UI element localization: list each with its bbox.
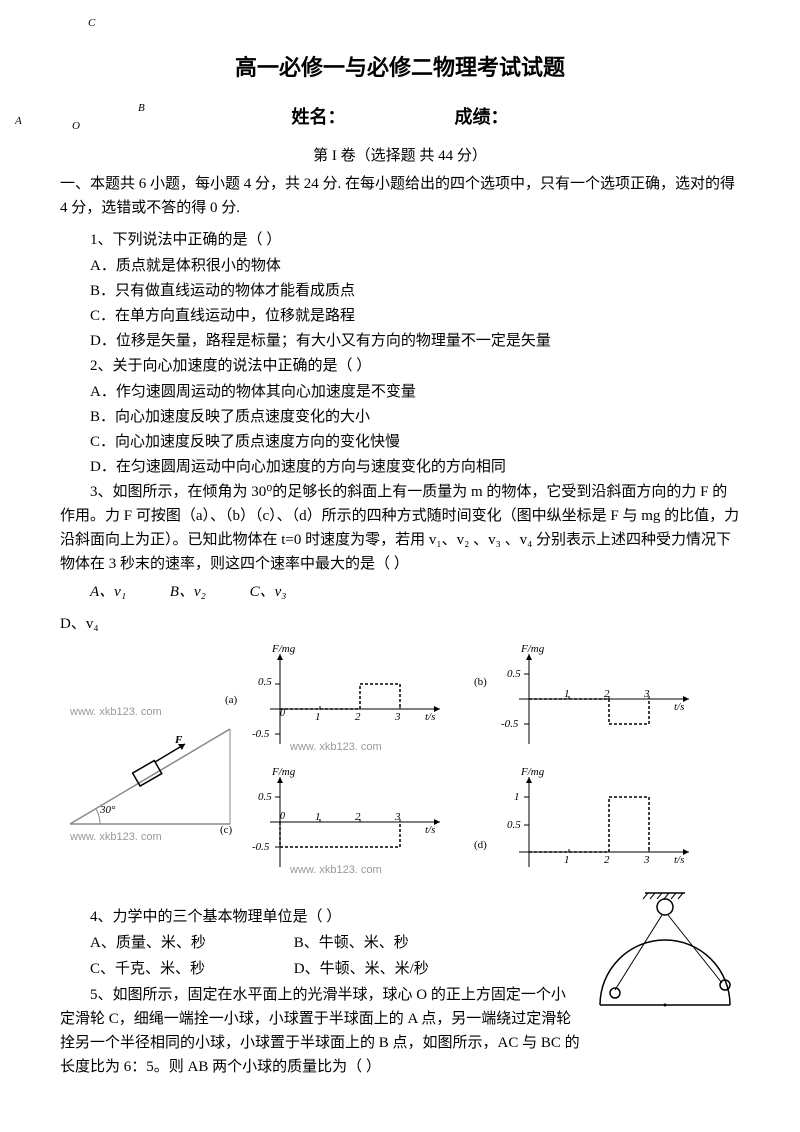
q3-option-d: D、v₄ (60, 612, 740, 636)
ytick-a-2: -0.5 (252, 726, 269, 744)
ytick-c-2: -0.5 (252, 839, 269, 857)
xtick-d-1: 1 (564, 852, 570, 870)
q5-text: 5、如图所示，固定在水平面上的光滑半球，球心 O 的正上方固定一个小定滑轮 C，… (60, 983, 580, 1079)
q3-options: A、v₁ B、v₂ C、v₃ (90, 580, 740, 604)
watermark-2: www. xkb123. com (70, 829, 162, 847)
xtick-c-2: 2 (355, 809, 361, 827)
ytick-a-1: 0.5 (258, 674, 272, 692)
watermark-1: www. xkb123. com (70, 704, 162, 722)
graph-b: F/mg 0.5 -0.5 1 2 3 t/s (b) (499, 644, 709, 759)
graph-d: F/mg 1 0.5 1 2 3 t/s (d) (499, 767, 709, 882)
q4-option-a: A、质量、米、秒 (90, 931, 290, 955)
ylabel-c: F/mg (272, 764, 295, 782)
q3-option-b: B、v₂ (170, 584, 206, 600)
graph-c: F/mg 0.5 -0.5 0 1 2 3 t/s (c) www. xkb12… (250, 767, 460, 882)
q4-option-b: B、牛顿、米、秒 (294, 931, 494, 955)
q2-option-b: B．向心加速度反映了质点速度变化的大小 (90, 405, 740, 429)
ytick-d-1: 1 (514, 789, 520, 807)
ytick-d-2: 0.5 (507, 817, 521, 835)
label-a-point: A (15, 113, 22, 131)
ytick-b-1: 0.5 (507, 666, 521, 684)
q4-option-d: D、牛顿、米、米/秒 (294, 957, 494, 981)
xlabel-c: t/s (425, 822, 435, 840)
label-d: (d) (474, 837, 487, 855)
watermark-c: www. xkb123. com (290, 862, 382, 880)
q4-row: 4、力学中的三个基本物理单位是（ ） A、质量、米、秒 B、牛顿、米、秒 C、千… (60, 905, 740, 1079)
xtick-b-1: 1 (564, 686, 570, 704)
label-c: (c) (220, 822, 232, 840)
graph-a: F/mg 0.5 -0.5 0 1 2 3 t/s (a) www. xkb12… (250, 644, 460, 759)
q1-option-d: D．位移是矢量，路程是标量；有大小又有方向的物理量不一定是矢量 (90, 329, 740, 353)
q1-text: 1、下列说法中正确的是（ ） (60, 228, 740, 252)
name-score-row: 姓名： 成绩： (60, 103, 740, 132)
force-label: F (175, 732, 182, 750)
section-header: 第 I 卷（选择题 共 44 分） (60, 144, 740, 168)
q4-text: 4、力学中的三个基本物理单位是（ ） (60, 905, 580, 929)
xtick-d-2: 2 (604, 852, 610, 870)
label-b-point: B (138, 100, 145, 118)
q3-text: 3、如图所示，在倾角为 30⁰的足够长的斜面上有一质量为 m 的物体，它受到沿斜… (60, 480, 740, 576)
xtick-d-3: 3 (644, 852, 650, 870)
incline-diagram: F 30° www. xkb123. com www. xkb123. com (60, 684, 240, 844)
ytick-b-2: -0.5 (501, 716, 518, 734)
q2-option-c: C．向心加速度反映了质点速度方向的变化快慢 (90, 430, 740, 454)
q2-option-a: A．作匀速圆周运动的物体其向心加速度是不变量 (90, 380, 740, 404)
q1-option-b: B．只有做直线运动的物体才能看成质点 (90, 279, 740, 303)
xtick-c-1: 1 (315, 809, 321, 827)
label-c-point: C (88, 15, 95, 33)
q1-option-c: C．在单方向直线运动中，位移就是路程 (90, 304, 740, 328)
q4-options: A、质量、米、秒 B、牛顿、米、秒 C、千克、米、秒 D、牛顿、米、米/秒 (90, 931, 580, 981)
xtick-a-3: 3 (395, 709, 401, 727)
q2-option-d: D．在匀速圆周运动中向心加速度的方向与速度变化的方向相同 (90, 455, 740, 479)
label-b: (b) (474, 674, 487, 692)
ylabel-b: F/mg (521, 641, 544, 659)
label-o-point: O (72, 118, 80, 136)
xtick-b-2: 2 (604, 686, 610, 704)
q3-option-a: A、v₁ (90, 584, 126, 600)
q5-diagram: C A O B (590, 885, 740, 1015)
xlabel-b: t/s (674, 699, 684, 717)
label-a: (a) (225, 692, 237, 710)
exam-title: 高一必修一与必修二物理考试试题 (60, 50, 740, 85)
ylabel-a: F/mg (272, 641, 295, 659)
q3-option-c: C、v₃ (250, 584, 287, 600)
name-label: 姓名： (292, 103, 346, 132)
q1-option-a: A．质点就是体积很小的物体 (90, 254, 740, 278)
section-instructions: 一、本题共 6 小题，每小题 4 分，共 24 分. 在每小题给出的四个选项中，… (60, 172, 740, 220)
xtick-b-3: 3 (644, 686, 650, 704)
xtick-a-2: 2 (355, 709, 361, 727)
q2-text: 2、关于向心加速度的说法中正确的是（ ） (60, 354, 740, 378)
graph-grid: F/mg 0.5 -0.5 0 1 2 3 t/s (a) www. xkb12… (240, 644, 740, 882)
score-label: 成绩： (455, 103, 509, 132)
xlabel-d: t/s (674, 852, 684, 870)
xtick-a-1: 1 (315, 709, 321, 727)
angle-label: 30° (100, 802, 115, 820)
xlabel-a: t/s (425, 709, 435, 727)
q3-figures: F 30° www. xkb123. com www. xkb123. com … (60, 644, 740, 882)
q4-option-c: C、千克、米、秒 (90, 957, 290, 981)
ytick-c-1: 0.5 (258, 789, 272, 807)
watermark-a: www. xkb123. com (290, 739, 382, 757)
xtick-c-3: 3 (395, 809, 401, 827)
ylabel-d: F/mg (521, 764, 544, 782)
